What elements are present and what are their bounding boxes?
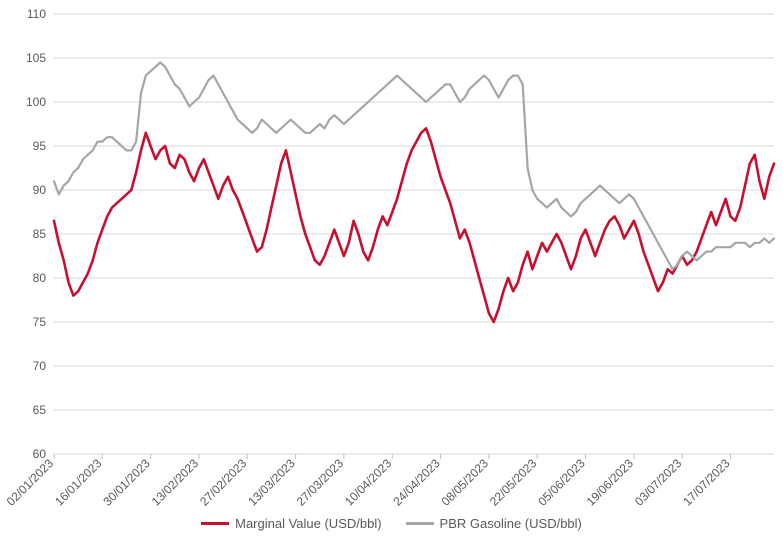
legend-item-marginal: Marginal Value (USD/bbl) [201, 516, 381, 531]
svg-text:95: 95 [33, 139, 47, 153]
svg-text:75: 75 [33, 315, 47, 329]
legend-swatch-pbr [406, 522, 434, 525]
svg-text:85: 85 [33, 227, 47, 241]
svg-text:80: 80 [33, 271, 47, 285]
chart-svg: 606570758085909510010511002/01/202316/01… [4, 4, 783, 541]
svg-text:105: 105 [26, 51, 46, 65]
legend-swatch-marginal [201, 522, 229, 525]
legend-label-marginal: Marginal Value (USD/bbl) [235, 516, 381, 531]
legend-label-pbr: PBR Gasoline (USD/bbl) [440, 516, 582, 531]
legend-item-pbr: PBR Gasoline (USD/bbl) [406, 516, 582, 531]
svg-text:90: 90 [33, 183, 47, 197]
svg-text:65: 65 [33, 403, 47, 417]
svg-text:70: 70 [33, 359, 47, 373]
price-chart: 606570758085909510010511002/01/202316/01… [0, 0, 783, 537]
svg-text:100: 100 [26, 95, 46, 109]
svg-text:110: 110 [27, 7, 46, 21]
legend: Marginal Value (USD/bbl) PBR Gasoline (U… [0, 516, 783, 531]
